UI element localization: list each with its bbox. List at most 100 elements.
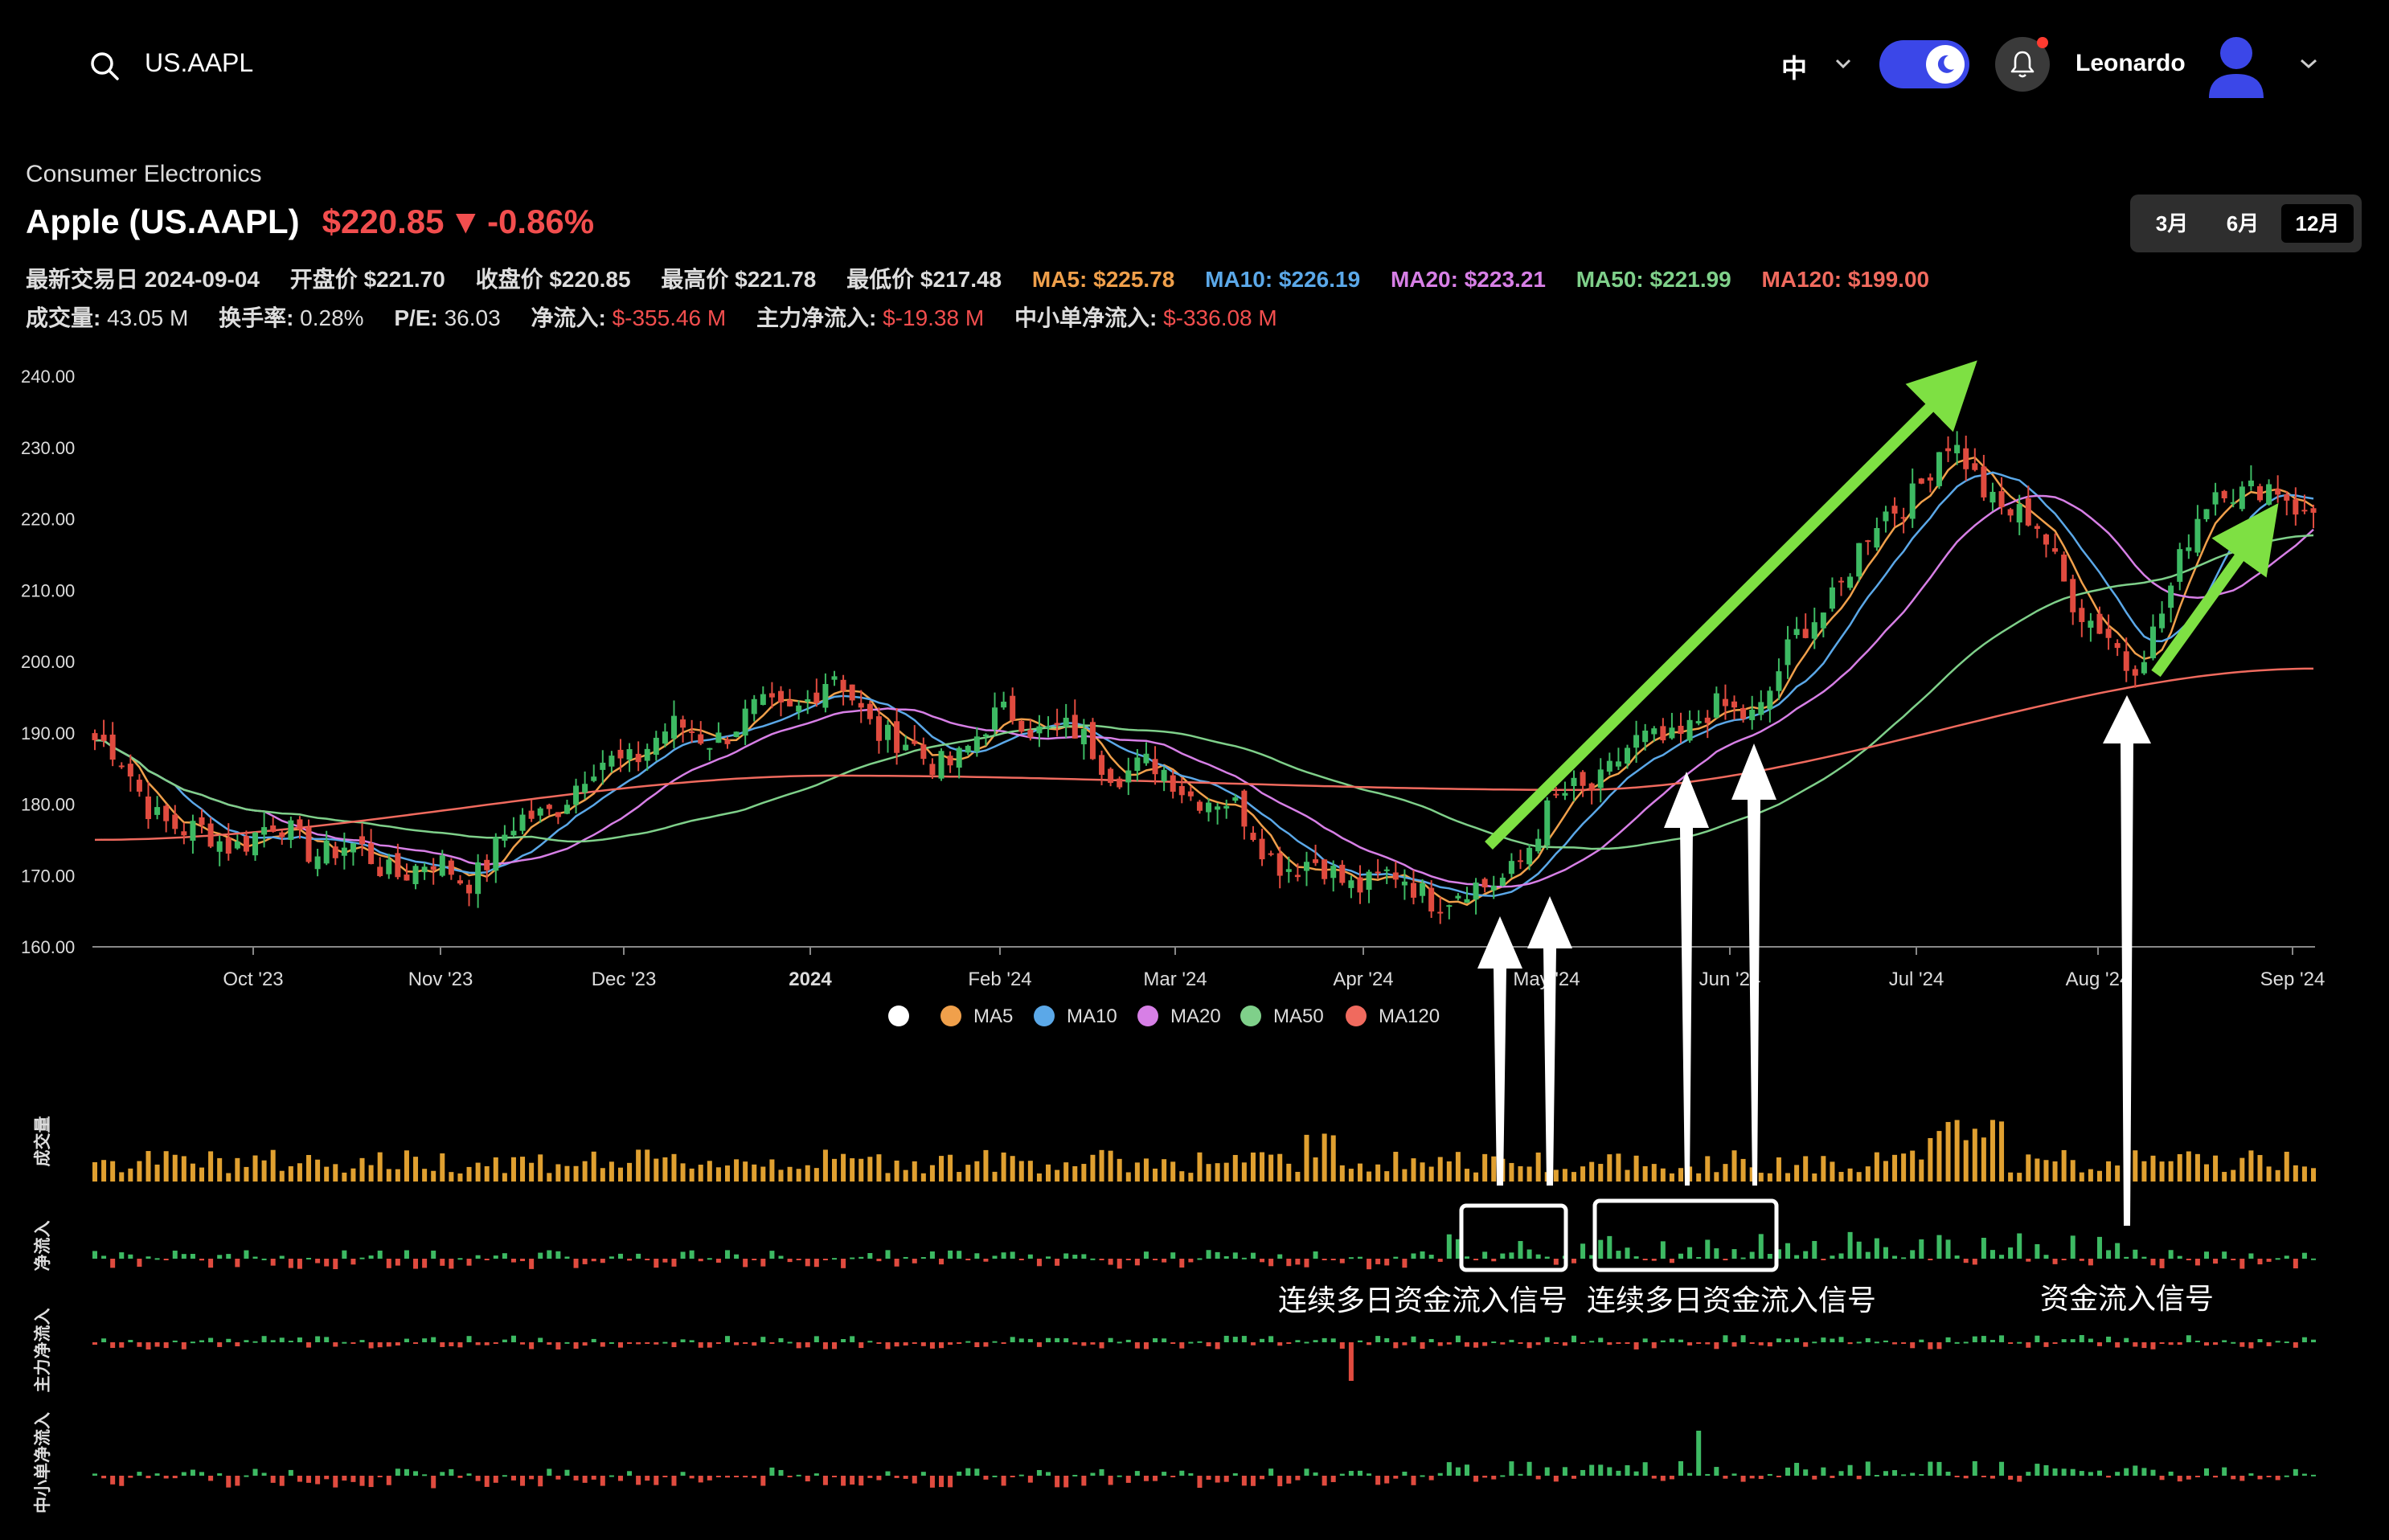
candle-body	[216, 841, 223, 852]
top-bar: US.AAPL 中 Leonardo	[0, 0, 2389, 129]
volume-bar	[1260, 1152, 1265, 1182]
main-flow-bar	[1642, 1338, 1648, 1342]
small-flow-bar	[2133, 1465, 2138, 1476]
netflow-bar	[350, 1259, 356, 1265]
down-triangle-icon: ▼	[449, 203, 483, 240]
candle-body	[2293, 499, 2299, 515]
small-flow-bar	[1544, 1467, 1550, 1476]
small-flow-bar	[1117, 1475, 1122, 1477]
small-flow-bar	[965, 1468, 971, 1476]
small-flow-bar	[1063, 1476, 1069, 1488]
volume-bar	[101, 1160, 107, 1182]
main-flow-bar	[752, 1342, 757, 1346]
volume-bar	[2088, 1169, 2093, 1182]
main-flow-bar	[1731, 1342, 1737, 1347]
small-flow-bar	[1304, 1468, 1309, 1476]
small-flow-bar	[1455, 1467, 1461, 1476]
range-button-12m[interactable]: 12月	[2281, 204, 2354, 243]
range-button-6m[interactable]: 6月	[2226, 211, 2260, 236]
candle-body	[1339, 864, 1346, 883]
main-flow-bar	[1954, 1341, 1960, 1344]
chevron-down-icon[interactable]	[2299, 58, 2318, 69]
theme-toggle[interactable]	[1879, 40, 1969, 88]
candle-body	[1802, 629, 1809, 638]
small-flow-bar	[1535, 1476, 1541, 1480]
ma10-line	[94, 471, 2314, 898]
main-flow-bar	[1393, 1342, 1399, 1349]
candle-body	[662, 731, 668, 744]
volume-bar	[163, 1151, 169, 1182]
small-flow-bar	[2222, 1467, 2227, 1476]
candle-body	[840, 679, 846, 691]
small-flow-bar	[2177, 1476, 2182, 1482]
netflow-bar	[1785, 1243, 1791, 1259]
volume-bar	[1046, 1164, 1051, 1182]
main-flow-bar	[813, 1336, 819, 1342]
small-flow-bar	[1607, 1467, 1612, 1476]
avatar-icon[interactable]	[2206, 34, 2267, 100]
user-name[interactable]: Leonardo	[2076, 50, 2186, 76]
candle-body	[1018, 720, 1025, 732]
main-flow-bar	[1919, 1339, 1924, 1342]
legend-swatch	[1137, 1006, 1158, 1026]
ma10-value: MA10: $226.19	[1205, 267, 1361, 292]
volume-bar	[734, 1159, 740, 1182]
netflow-bar	[2257, 1259, 2263, 1265]
small-flow-bar	[208, 1476, 214, 1481]
volume-bar	[974, 1161, 980, 1182]
candle-body	[609, 756, 615, 767]
netflow-bar	[1268, 1259, 1274, 1267]
netflow-bar	[1696, 1256, 1702, 1259]
netflow-bar	[1473, 1259, 1479, 1260]
main-flow-bar	[1367, 1342, 1372, 1345]
netflow-bar	[1812, 1240, 1817, 1259]
small-flow-bar	[1874, 1475, 1879, 1477]
volume-bar	[1589, 1161, 1595, 1182]
chevron-down-icon[interactable]	[1834, 58, 1852, 69]
search-input[interactable]: US.AAPL	[145, 48, 254, 77]
netflow-bar	[1250, 1252, 1256, 1259]
main-flow-bar	[743, 1342, 748, 1344]
language-selector[interactable]: 中	[1781, 54, 1808, 83]
open-price: 开盘价 $221.70	[289, 267, 445, 292]
small-flow-bar	[2203, 1468, 2209, 1476]
main-flow-bar	[2088, 1338, 2093, 1342]
candle-body	[1285, 869, 1292, 872]
notifications-button[interactable]	[1995, 37, 2050, 92]
netflow-bar	[1767, 1254, 1772, 1259]
netflow-bar	[2222, 1251, 2227, 1259]
small-flow-bar	[1010, 1476, 1015, 1477]
candle-body	[1874, 527, 1880, 548]
candle-body	[2149, 626, 2156, 658]
volume-bar	[2008, 1172, 2014, 1182]
main-flow-bar	[1758, 1342, 1764, 1345]
small-flow-bar	[885, 1471, 891, 1476]
legend-label: MA50	[1273, 1006, 1324, 1027]
main-flow-bar	[2070, 1339, 2076, 1342]
candle-body	[2159, 613, 2166, 629]
main-flow-bar	[1446, 1342, 1452, 1345]
candle-body	[1713, 693, 1719, 718]
small-flow-bar	[1963, 1476, 1969, 1479]
candle-body	[386, 859, 392, 874]
netflow-bar	[832, 1258, 837, 1260]
main-flow-bar	[217, 1342, 223, 1347]
volume-bar	[573, 1165, 579, 1182]
volume-bar	[181, 1156, 186, 1182]
netflow-bar	[137, 1259, 142, 1268]
main-flow-bar	[894, 1342, 899, 1347]
netflow-bar	[1776, 1249, 1781, 1259]
netflow-bar	[2052, 1259, 2058, 1264]
small-flow-bar	[1562, 1467, 1567, 1476]
range-button-3m[interactable]: 3月	[2155, 211, 2189, 236]
volume-bar	[1981, 1137, 1986, 1182]
volume-bar	[270, 1149, 276, 1182]
candle-body	[1767, 690, 1773, 710]
netflow-bar	[1928, 1259, 1933, 1260]
small-flow-bar	[2248, 1473, 2254, 1476]
main-flow-bar	[680, 1339, 686, 1342]
netflow-bar	[1411, 1253, 1416, 1259]
main-flow-bar	[903, 1342, 908, 1346]
search-icon[interactable]	[88, 50, 121, 82]
candle-body	[973, 736, 980, 752]
